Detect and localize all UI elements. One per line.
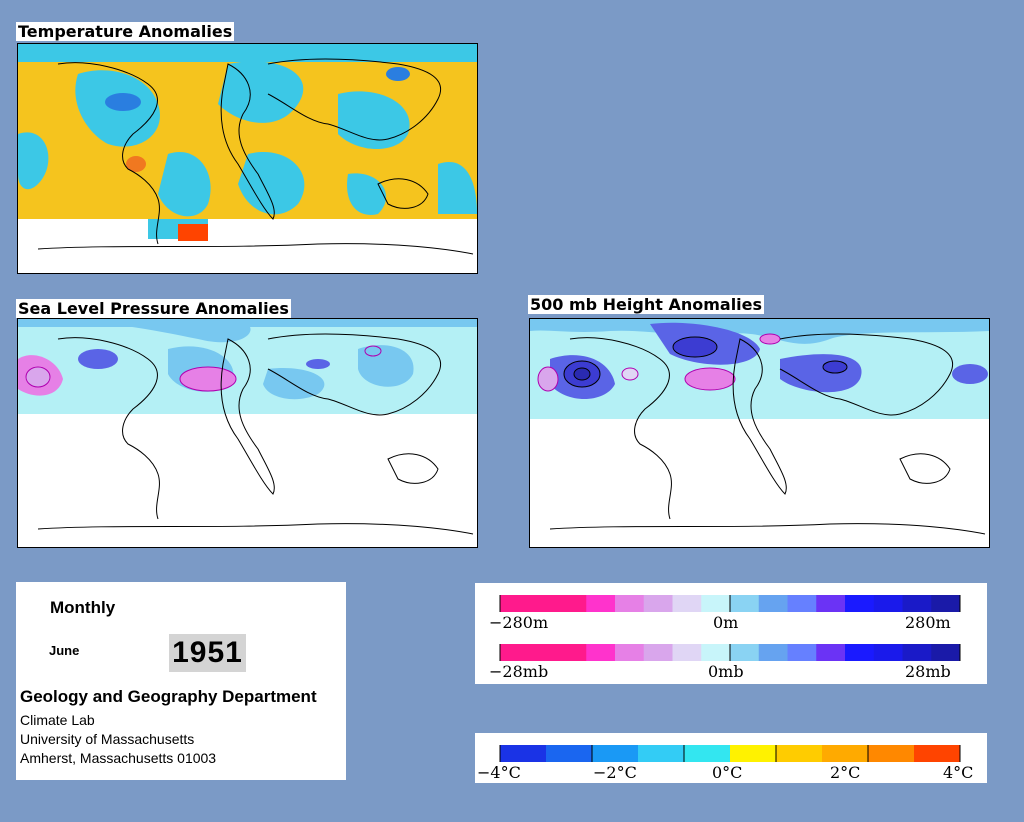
temp-label-4: 4°C (943, 763, 973, 782)
slp-colorbar (499, 644, 961, 661)
height-swatch-5 (643, 595, 673, 612)
temp-label-3: 2°C (830, 763, 860, 782)
slp-swatch-5 (643, 644, 673, 661)
height-swatch-12 (845, 595, 875, 612)
height-swatch-3 (586, 595, 616, 612)
temp-label-2: 0°C (712, 763, 742, 782)
frequency-label: Monthly (50, 598, 116, 617)
height-swatch-1 (528, 595, 558, 612)
temperature-map-title: Temperature Anomalies (16, 22, 235, 41)
temp-swatch-2 (592, 745, 639, 762)
slp-min-label: −28mb (489, 662, 548, 681)
temp-swatch-8 (868, 745, 915, 762)
temp-swatch-4 (684, 745, 731, 762)
500mb-height-map (529, 318, 990, 548)
sea-level-pressure-map (17, 318, 478, 548)
height-swatch-4 (615, 595, 645, 612)
height-swatch-14 (902, 595, 932, 612)
temp-label-1: −2°C (593, 763, 637, 782)
temp-swatch-7 (822, 745, 869, 762)
slp-map-title: Sea Level Pressure Anomalies (16, 299, 291, 318)
slp-swatch-6 (672, 644, 702, 661)
temp-swatch-5 (730, 745, 777, 762)
height-swatch-13 (873, 595, 903, 612)
height-swatch-8 (730, 595, 760, 612)
temp-swatch-3 (638, 745, 685, 762)
slp-mid-label: 0mb (708, 662, 744, 681)
height-swatch-10 (787, 595, 817, 612)
address: Amherst, Massachusetts 01003 (20, 750, 217, 766)
height-min-label: −280m (489, 613, 548, 632)
slp-swatch-12 (845, 644, 875, 661)
height-swatch-0 (500, 595, 530, 612)
height-swatch-11 (816, 595, 846, 612)
temp-swatch-1 (546, 745, 593, 762)
temp-swatch-0 (500, 745, 547, 762)
height-max-label: 280m (905, 613, 951, 632)
slp-swatch-0 (500, 644, 530, 661)
slp-swatch-2 (557, 644, 587, 661)
slp-swatch-14 (902, 644, 932, 661)
temperature-colorbar (499, 745, 961, 762)
height-swatch-15 (931, 595, 961, 612)
slp-swatch-10 (787, 644, 817, 661)
height-swatch-9 (758, 595, 788, 612)
slp-swatch-8 (730, 644, 760, 661)
lab-name: Climate Lab (20, 712, 95, 728)
university-name: University of Massachusetts (20, 731, 195, 747)
slp-swatch-7 (701, 644, 731, 661)
info-panel: Monthly June 1951 Geology and Geography … (16, 582, 346, 780)
height-swatch-2 (557, 595, 587, 612)
slp-swatch-4 (615, 644, 645, 661)
slp-swatch-13 (873, 644, 903, 661)
slp-swatch-11 (816, 644, 846, 661)
height-map-title: 500 mb Height Anomalies (528, 295, 765, 314)
month-label: June (49, 643, 80, 658)
temp-label-0: −4°C (477, 763, 521, 782)
temp-swatch-9 (914, 745, 961, 762)
slp-swatch-9 (758, 644, 788, 661)
height-mid-label: 0m (713, 613, 738, 632)
temperature-anomaly-map (17, 43, 478, 274)
height-swatch-6 (672, 595, 702, 612)
slp-swatch-1 (528, 644, 558, 661)
slp-swatch-15 (931, 644, 961, 661)
slp-max-label: 28mb (905, 662, 951, 681)
temperature-legend: −4°C −2°C 0°C 2°C 4°C (475, 733, 987, 783)
height-colorbar (499, 595, 961, 612)
department-name: Geology and Geography Department (20, 687, 317, 706)
temp-swatch-6 (776, 745, 823, 762)
height-swatch-7 (701, 595, 731, 612)
height-pressure-legend: −280m 0m 280m −28mb 0mb 28mb (475, 583, 987, 684)
slp-swatch-3 (586, 644, 616, 661)
year-display: 1951 (169, 634, 246, 672)
